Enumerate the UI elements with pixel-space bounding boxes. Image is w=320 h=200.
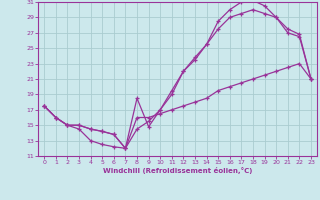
X-axis label: Windchill (Refroidissement éolien,°C): Windchill (Refroidissement éolien,°C) [103,167,252,174]
